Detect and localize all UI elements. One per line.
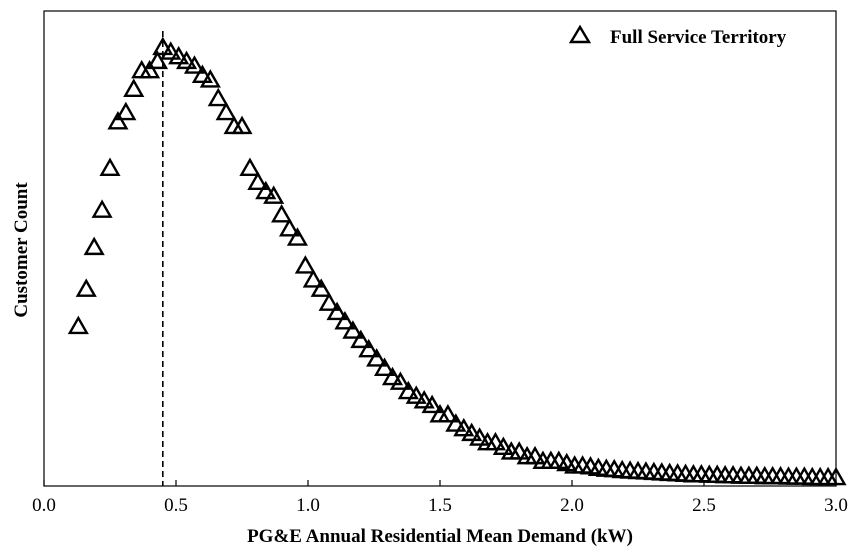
data-point-triangle (102, 160, 119, 175)
y-axis-label: Customer Count (11, 182, 32, 318)
data-point-triangle (289, 230, 306, 245)
data-point-triangle (241, 160, 258, 175)
legend-marker-triangle-icon (571, 27, 589, 42)
data-point-triangle (125, 81, 142, 96)
data-point-triangle (94, 202, 111, 217)
x-tick-label: 2.0 (560, 495, 584, 516)
x-tick-label: 0.0 (32, 495, 56, 516)
data-point-triangle (70, 318, 87, 333)
x-tick-label: 1.0 (296, 495, 320, 516)
legend-label: Full Service Territory (610, 27, 787, 48)
data-point-triangle (297, 258, 314, 273)
data-point-triangle (117, 104, 134, 119)
data-markers (70, 39, 845, 484)
x-tick-label: 0.5 (164, 495, 188, 516)
x-tick-label: 2.5 (692, 495, 716, 516)
data-point-triangle (313, 281, 330, 296)
data-point-triangle (78, 281, 95, 296)
x-tick-label: 3.0 (824, 495, 848, 516)
x-tick-label: 1.5 (428, 495, 452, 516)
x-axis-label: PG&E Annual Residential Mean Demand (kW) (247, 526, 633, 547)
data-point-triangle (86, 239, 103, 254)
data-point-triangle (218, 104, 235, 119)
data-point-triangle (273, 206, 290, 221)
legend: Full Service Territory (571, 27, 787, 48)
data-point-triangle (210, 90, 227, 105)
